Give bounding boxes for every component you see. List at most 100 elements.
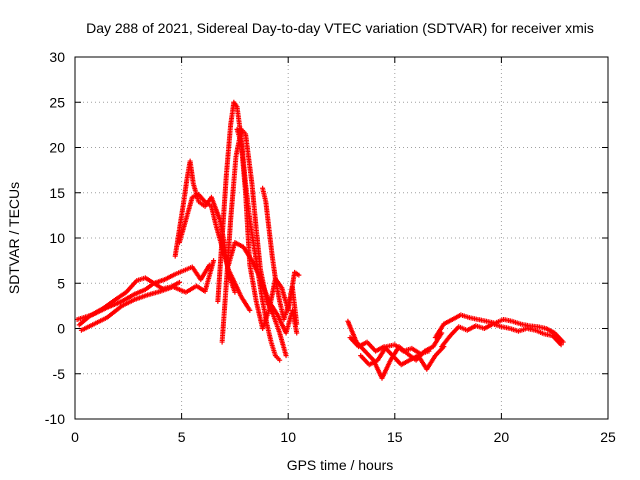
track-segment-track-o: [551, 334, 563, 346]
track-segment-track-o: [475, 323, 486, 331]
track-segment-track-n: [511, 319, 522, 326]
track-segment-track-g: [240, 128, 247, 135]
track-segment-track-b: [144, 276, 155, 285]
track-segment-track-e: [226, 268, 237, 285]
track-segment-track-e: [204, 200, 213, 208]
track-segment-track-f: [264, 323, 274, 343]
track-segment-track-n: [502, 317, 513, 324]
track-segment-track-i: [273, 277, 282, 303]
track-segment-track-a: [133, 287, 147, 296]
track-segment-track-h: [293, 270, 300, 277]
track-segment-track-j: [250, 259, 263, 280]
track-segment-track-j: [226, 241, 237, 267]
y-tick-label: 25: [49, 94, 65, 110]
data-point-track-n: [560, 339, 566, 345]
track-segment-track-e: [183, 196, 195, 221]
y-tick-label: 5: [57, 275, 65, 291]
track-segment-track-o: [457, 324, 469, 333]
track-segment-track-m: [368, 358, 379, 367]
y-axis-label: SDTVAR / TECUs: [6, 182, 22, 294]
track-segment-track-n: [553, 331, 565, 344]
x-tick-label: 5: [178, 429, 186, 445]
track-segment-track-b: [169, 280, 181, 289]
track-segment-track-a: [174, 268, 185, 276]
track-segment-track-a: [163, 272, 177, 282]
track-segment-track-g: [253, 228, 263, 271]
track-segment-track-j: [241, 245, 254, 262]
data-point-track-e: [247, 307, 253, 313]
track-segment-track-h: [247, 264, 259, 303]
track-segment-track-n: [545, 326, 556, 335]
track-segment-track-l: [391, 354, 403, 366]
track-segment-track-i: [266, 228, 275, 258]
track-segment-track-l: [434, 345, 446, 357]
data-point-track-g: [283, 353, 289, 359]
track-segment-track-d: [187, 160, 196, 185]
track-segment-track-c: [93, 315, 108, 326]
track-segment-track-d: [197, 200, 206, 208]
track-segment-track-m: [359, 354, 371, 366]
track-segment-track-o: [534, 328, 545, 336]
track-segment-track-d: [177, 200, 186, 230]
track-segment-track-h: [260, 309, 271, 330]
track-segment-track-c: [80, 322, 96, 333]
track-segment-track-m: [376, 345, 388, 362]
track-segment-track-a: [182, 265, 194, 273]
track-segment-track-i: [260, 187, 268, 203]
track-segment-track-g: [271, 314, 282, 334]
track-segment-track-b: [124, 279, 139, 294]
track-segment-track-n: [477, 317, 488, 324]
track-segment-track-b: [101, 298, 117, 311]
x-axis-label: GPS time / hours: [287, 457, 394, 473]
track-segment-track-l: [348, 336, 360, 348]
plot-frame: [74, 56, 609, 420]
track-segment-track-m: [393, 343, 405, 353]
track-segment-track-n: [494, 317, 505, 325]
data-point-track-h: [296, 272, 302, 278]
data-point-track-c: [211, 258, 217, 264]
track-segment-track-o: [448, 325, 461, 337]
track-segment-track-b: [88, 306, 104, 318]
track-segment-track-f: [274, 354, 281, 362]
track-segment-track-c: [146, 289, 162, 298]
track-segment-track-o: [483, 322, 494, 331]
track-segment-track-l: [365, 340, 377, 353]
track-segment-track-n: [442, 317, 454, 326]
track-segment-track-k: [346, 320, 359, 344]
track-segment-track-g: [243, 133, 255, 185]
track-segment-track-n: [433, 322, 446, 339]
chart-title: Day 288 of 2021, Sidereal Day-to-day VTE…: [86, 20, 594, 36]
data-point-track-b: [176, 279, 182, 285]
track-segment-track-c: [195, 284, 207, 293]
track-segment-track-f: [269, 341, 278, 357]
track-segment-track-l: [408, 353, 420, 362]
track-segment-track-o: [509, 326, 520, 334]
track-segment-track-j: [290, 309, 299, 334]
track-segment-track-k: [431, 331, 444, 348]
track-segment-track-c: [121, 297, 136, 308]
y-tick-label: -10: [45, 411, 65, 427]
track-segment-track-a: [199, 264, 211, 281]
track-segment-track-o: [466, 324, 477, 333]
track-segment-track-i: [269, 255, 278, 280]
track-segment-track-g: [249, 182, 259, 230]
track-segment-track-d: [181, 178, 190, 203]
x-tick-label: 0: [71, 429, 79, 445]
track-segment-track-k: [363, 349, 375, 362]
y-tick-label: -5: [53, 366, 66, 382]
x-tick-label: 20: [494, 429, 510, 445]
track-segment-track-m: [410, 346, 422, 356]
data-point-track-j: [294, 330, 300, 336]
track-segment-track-e: [233, 282, 244, 298]
track-segment-track-l: [374, 344, 386, 353]
x-tick-label: 25: [600, 429, 616, 445]
track-segment-track-o: [500, 324, 511, 331]
x-tick-label: 15: [387, 429, 403, 445]
track-segment-track-d: [172, 228, 182, 258]
track-segment-track-f: [219, 173, 229, 239]
data-point-track-m: [426, 348, 432, 354]
track-segment-track-b: [114, 290, 128, 302]
y-tick-label: 0: [57, 321, 65, 337]
track-segment-track-c: [184, 284, 198, 294]
y-tick-label: 20: [49, 140, 65, 156]
